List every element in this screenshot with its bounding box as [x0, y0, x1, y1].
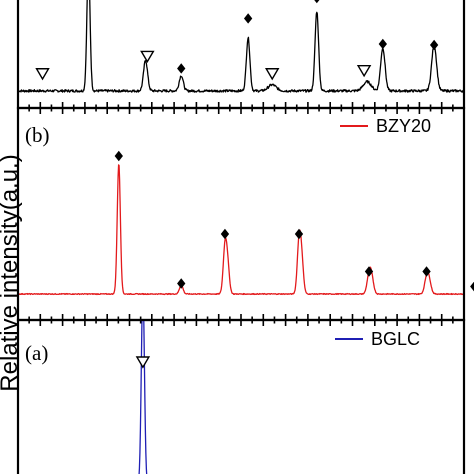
- panel-letter-a: (a): [25, 341, 48, 365]
- diamond-marker: [470, 281, 474, 292]
- diamond-marker: [378, 38, 387, 50]
- legend-label-b: BZY20: [376, 116, 431, 136]
- diamond-marker: [243, 13, 253, 24]
- triangle-marker: [140, 50, 155, 63]
- panels-layer: (b) BZY20 (a) BGLC: [16, 0, 474, 474]
- panel-b: (b) BZY20: [16, 106, 474, 322]
- panel-top: [16, 0, 466, 110]
- diamond-marker: [114, 150, 123, 162]
- panel-a: (a) BGLC: [16, 318, 466, 474]
- series-line-b: [18, 164, 464, 296]
- legend-label-a: BGLC: [371, 329, 420, 349]
- panel-frame-b: [16, 106, 466, 322]
- y-axis-label: Relative intensity(a.u.): [0, 154, 23, 391]
- triangle-marker: [264, 68, 280, 81]
- diamond-marker: [220, 228, 230, 240]
- diamond-marker: [177, 63, 186, 74]
- diamond-marker: [294, 228, 304, 240]
- triangle-marker: [356, 64, 372, 78]
- diamond-marker: [314, 0, 320, 4]
- series-line-top: [18, 0, 464, 93]
- triangle-marker: [135, 356, 151, 369]
- diamond-marker: [429, 39, 439, 51]
- panel-letter-b: (b): [25, 123, 50, 147]
- triangle-marker: [35, 68, 50, 81]
- diamond-marker: [422, 266, 431, 277]
- diamond-marker: [177, 278, 186, 289]
- diamond-marker: [364, 266, 374, 277]
